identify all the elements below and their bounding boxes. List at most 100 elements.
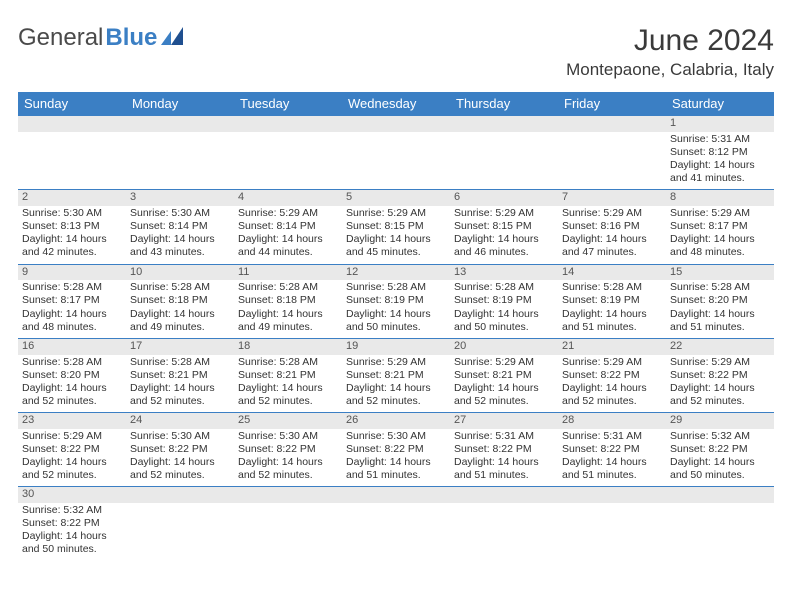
sunset-text: Sunset: 8:20 PM <box>670 294 770 307</box>
logo-mark-icon <box>161 24 187 52</box>
day-details-cell: Sunrise: 5:30 AMSunset: 8:22 PMDaylight:… <box>342 429 450 487</box>
day-number-cell <box>558 116 666 132</box>
day-number-cell: 26 <box>342 413 450 429</box>
day-details-cell <box>342 503 450 561</box>
sunset-text: Sunset: 8:21 PM <box>238 369 338 382</box>
sunrise-text: Sunrise: 5:29 AM <box>562 356 662 369</box>
day-number-cell <box>558 487 666 503</box>
day-number-cell <box>450 116 558 132</box>
day-number-cell: 7 <box>558 190 666 206</box>
calendar-body: 1Sunrise: 5:31 AMSunset: 8:12 PMDaylight… <box>18 116 774 561</box>
sunset-text: Sunset: 8:20 PM <box>22 369 122 382</box>
day-number-cell <box>18 116 126 132</box>
daylight-text: Daylight: 14 hours and 51 minutes. <box>454 456 554 482</box>
day-number-cell: 18 <box>234 338 342 354</box>
sunset-text: Sunset: 8:17 PM <box>670 220 770 233</box>
daynum-row: 16171819202122 <box>18 338 774 354</box>
day-details-cell: Sunrise: 5:28 AMSunset: 8:20 PMDaylight:… <box>18 355 126 413</box>
daylight-text: Daylight: 14 hours and 50 minutes. <box>346 308 446 334</box>
sunrise-text: Sunrise: 5:30 AM <box>130 430 230 443</box>
daylight-text: Daylight: 14 hours and 52 minutes. <box>130 382 230 408</box>
daylight-text: Daylight: 14 hours and 50 minutes. <box>670 456 770 482</box>
day-number-cell <box>126 487 234 503</box>
day-details-cell: Sunrise: 5:30 AMSunset: 8:22 PMDaylight:… <box>126 429 234 487</box>
day-details-cell <box>234 132 342 190</box>
day-details-cell: Sunrise: 5:29 AMSunset: 8:21 PMDaylight:… <box>450 355 558 413</box>
daylight-text: Daylight: 14 hours and 49 minutes. <box>238 308 338 334</box>
day-details-cell: Sunrise: 5:29 AMSunset: 8:17 PMDaylight:… <box>666 206 774 264</box>
sunset-text: Sunset: 8:15 PM <box>454 220 554 233</box>
daylight-text: Daylight: 14 hours and 50 minutes. <box>454 308 554 334</box>
day-details-cell: Sunrise: 5:29 AMSunset: 8:22 PMDaylight:… <box>558 355 666 413</box>
sunrise-text: Sunrise: 5:29 AM <box>346 207 446 220</box>
daylight-text: Daylight: 14 hours and 52 minutes. <box>22 456 122 482</box>
day-number-cell: 12 <box>342 264 450 280</box>
sunrise-text: Sunrise: 5:28 AM <box>238 281 338 294</box>
day-number-cell: 3 <box>126 190 234 206</box>
day-number-cell: 11 <box>234 264 342 280</box>
sunset-text: Sunset: 8:19 PM <box>346 294 446 307</box>
sunset-text: Sunset: 8:22 PM <box>670 443 770 456</box>
sunrise-text: Sunrise: 5:30 AM <box>130 207 230 220</box>
sunrise-text: Sunrise: 5:28 AM <box>562 281 662 294</box>
sunset-text: Sunset: 8:13 PM <box>22 220 122 233</box>
sunrise-text: Sunrise: 5:32 AM <box>670 430 770 443</box>
sunrise-text: Sunrise: 5:28 AM <box>238 356 338 369</box>
day-number-cell: 14 <box>558 264 666 280</box>
title-block: June 2024 Montepaone, Calabria, Italy <box>566 24 774 80</box>
sunrise-text: Sunrise: 5:28 AM <box>130 356 230 369</box>
daylight-text: Daylight: 14 hours and 51 minutes. <box>562 308 662 334</box>
daylight-text: Daylight: 14 hours and 52 minutes. <box>238 456 338 482</box>
day-number-cell: 5 <box>342 190 450 206</box>
daylight-text: Daylight: 14 hours and 50 minutes. <box>22 530 122 556</box>
weekday-header: Wednesday <box>342 92 450 116</box>
sunset-text: Sunset: 8:22 PM <box>454 443 554 456</box>
brand-general: General <box>18 24 103 52</box>
daylight-text: Daylight: 14 hours and 45 minutes. <box>346 233 446 259</box>
sunset-text: Sunset: 8:22 PM <box>130 443 230 456</box>
day-details-cell: Sunrise: 5:28 AMSunset: 8:17 PMDaylight:… <box>18 280 126 338</box>
day-details-cell: Sunrise: 5:30 AMSunset: 8:14 PMDaylight:… <box>126 206 234 264</box>
sunset-text: Sunset: 8:19 PM <box>562 294 662 307</box>
day-details-cell: Sunrise: 5:29 AMSunset: 8:15 PMDaylight:… <box>342 206 450 264</box>
day-number-cell <box>342 487 450 503</box>
details-row: Sunrise: 5:31 AMSunset: 8:12 PMDaylight:… <box>18 132 774 190</box>
details-row: Sunrise: 5:28 AM Sunset: 8:20 PM Daylight:… <box>18 355 774 413</box>
day-number-cell: 17 <box>126 338 234 354</box>
day-details-cell <box>450 132 558 190</box>
daylight-text: Daylight: 14 hours and 52 minutes. <box>670 382 770 408</box>
sunset-text: Sunset: 8:22 PM <box>22 443 122 456</box>
page-header: GeneralBlue June 2024 Montepaone, Calabr… <box>18 24 774 80</box>
day-details-cell <box>126 503 234 561</box>
brand-logo: GeneralBlue <box>18 24 187 52</box>
day-number-cell: 13 <box>450 264 558 280</box>
sunrise-text: Sunrise: 5:29 AM <box>238 207 338 220</box>
sunset-text: Sunset: 8:18 PM <box>130 294 230 307</box>
day-number-cell: 15 <box>666 264 774 280</box>
weekday-header-row: Sunday Monday Tuesday Wednesday Thursday… <box>18 92 774 116</box>
sunset-text: Sunset: 8:17 PM <box>22 294 122 307</box>
day-details-cell: Sunrise: 5:29 AMSunset: 8:16 PMDaylight:… <box>558 206 666 264</box>
location-subtitle: Montepaone, Calabria, Italy <box>566 60 774 80</box>
day-details-cell <box>558 132 666 190</box>
day-details-cell: Sunrise: 5:29 AMSunset: 8:21 PMDaylight:… <box>342 355 450 413</box>
daylight-text: Daylight: 14 hours and 48 minutes. <box>22 308 122 334</box>
daylight-text: Daylight: 14 hours and 52 minutes. <box>130 456 230 482</box>
sunrise-text: Sunrise: 5:31 AM <box>562 430 662 443</box>
daylight-text: Daylight: 14 hours and 48 minutes. <box>670 233 770 259</box>
day-number-cell: 23 <box>18 413 126 429</box>
day-details-cell: Sunrise: 5:29 AMSunset: 8:15 PMDaylight:… <box>450 206 558 264</box>
day-details-cell: Sunrise: 5:28 AMSunset: 8:20 PMDaylight:… <box>666 280 774 338</box>
sunrise-text: Sunrise: 5:30 AM <box>238 430 338 443</box>
day-details-cell <box>450 503 558 561</box>
sunset-text: Sunset: 8:18 PM <box>238 294 338 307</box>
day-number-cell: 4 <box>234 190 342 206</box>
day-details-cell: Sunrise: 5:28 AMSunset: 8:21 PMDaylight:… <box>126 355 234 413</box>
day-number-cell: 19 <box>342 338 450 354</box>
day-details-cell <box>234 503 342 561</box>
day-details-cell <box>666 503 774 561</box>
daylight-text: Daylight: 14 hours and 52 minutes. <box>346 382 446 408</box>
daynum-row: 1 <box>18 116 774 132</box>
day-number-cell: 20 <box>450 338 558 354</box>
sunset-text: Sunset: 8:16 PM <box>562 220 662 233</box>
